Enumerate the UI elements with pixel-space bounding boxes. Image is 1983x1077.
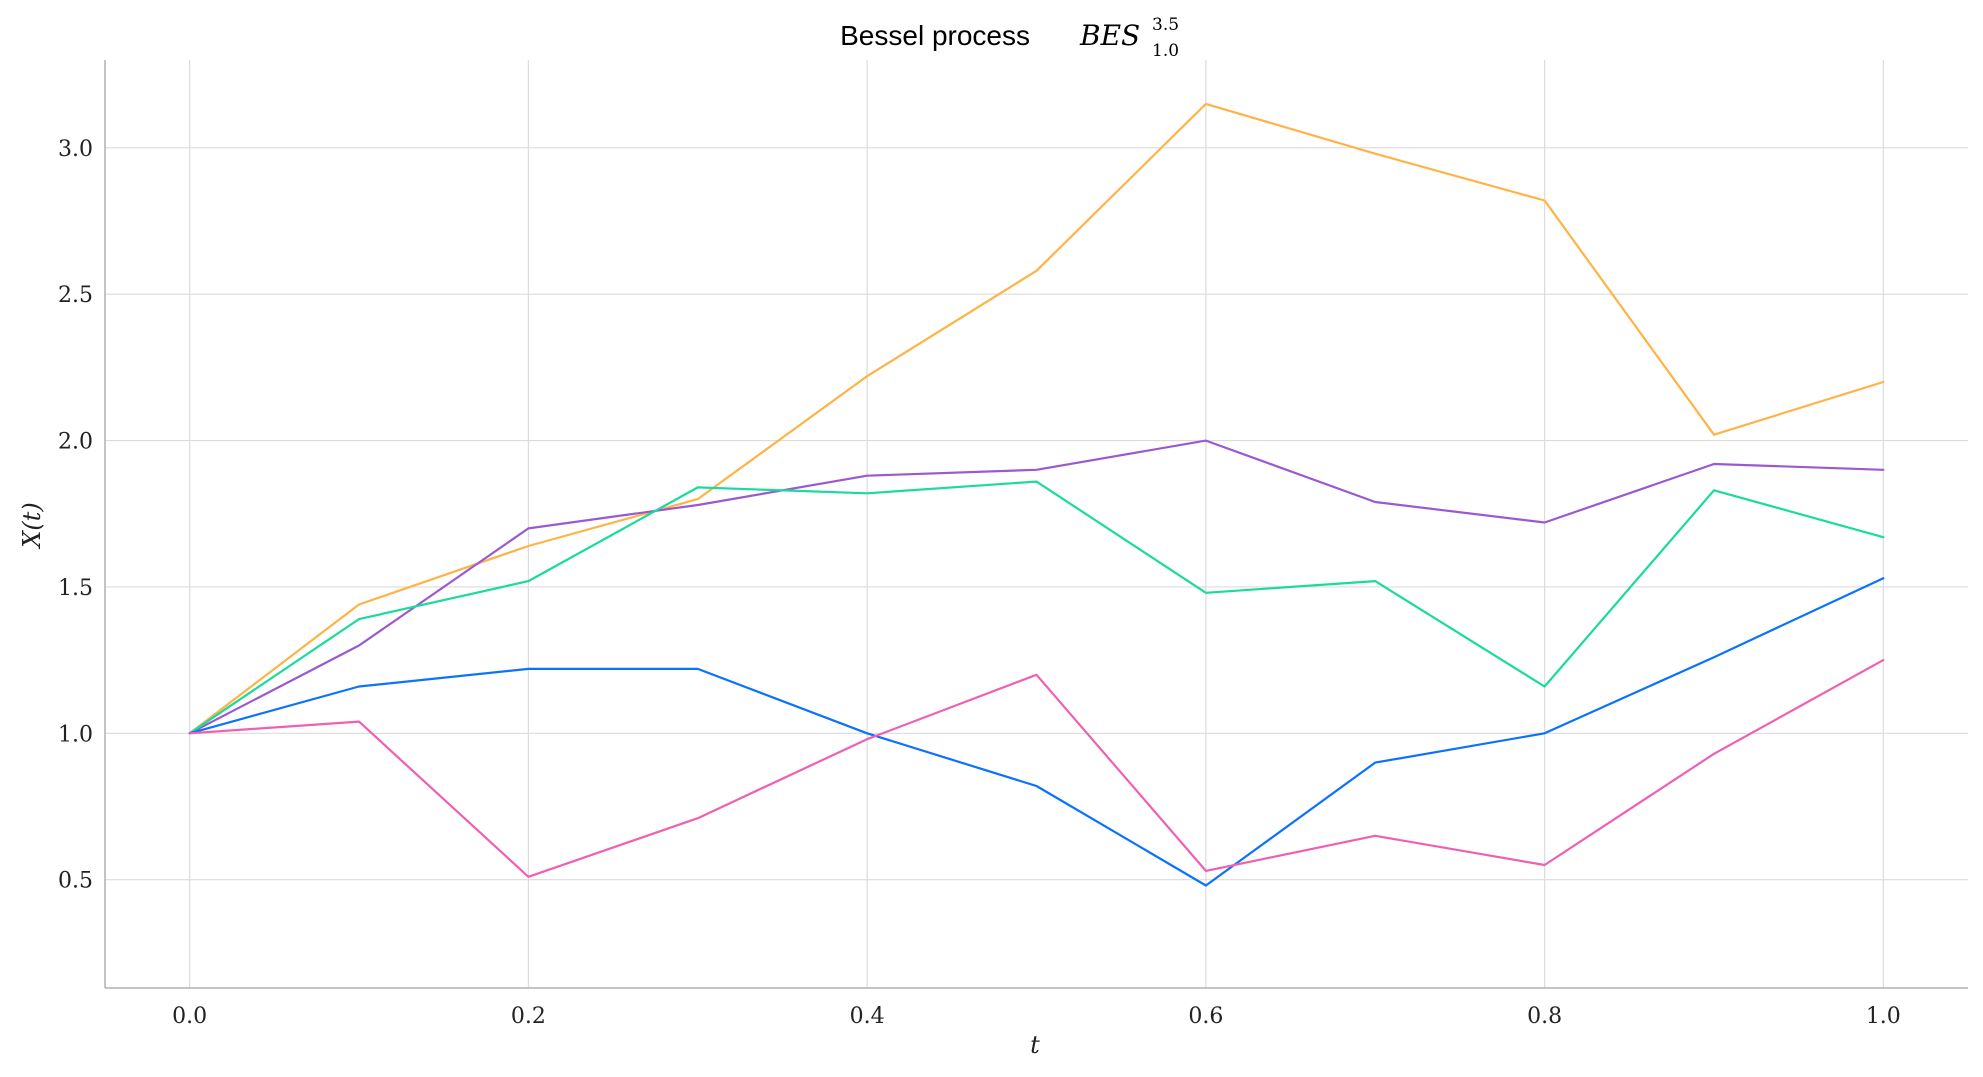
series-lines (188, 102, 1885, 887)
series-line-1 (188, 102, 1885, 735)
y-tick-label: 1.5 (58, 576, 93, 601)
x-axis-label: t (1030, 1031, 1040, 1059)
series-line-2 (188, 439, 1885, 735)
y-tick-label: 0.5 (58, 869, 93, 894)
y-tick-labels: 0.5 1.0 1.5 2.0 2.5 3.0 (58, 137, 93, 894)
x-tick-label: 0.6 (1188, 1004, 1223, 1029)
chart-title: Bessel process (840, 20, 1030, 51)
axis-spines (104, 60, 1968, 989)
chart-title-subscript: 1.0 (1152, 41, 1179, 61)
series-line-4 (188, 577, 1885, 887)
x-tick-label: 0.8 (1527, 1004, 1562, 1029)
y-tick-label: 3.0 (58, 137, 93, 162)
y-axis-label: X(t) (18, 502, 46, 549)
chart-title-superscript: 3.5 (1152, 15, 1179, 35)
chart-title-symbol: BES (1079, 19, 1140, 52)
y-tick-label: 1.0 (58, 722, 93, 747)
x-tick-labels: 0.0 0.2 0.4 0.6 0.8 1.0 (172, 1004, 1901, 1029)
x-tick-label: 0.4 (850, 1004, 885, 1029)
series-line-5 (188, 658, 1885, 878)
x-tick-label: 1.0 (1866, 1004, 1901, 1029)
x-tick-label: 0.0 (172, 1004, 207, 1029)
y-tick-label: 2.5 (58, 283, 93, 308)
series-line-3 (188, 480, 1885, 735)
grid-lines (105, 60, 1968, 988)
y-tick-label: 2.0 (58, 430, 93, 455)
x-tick-label: 0.2 (511, 1004, 546, 1029)
